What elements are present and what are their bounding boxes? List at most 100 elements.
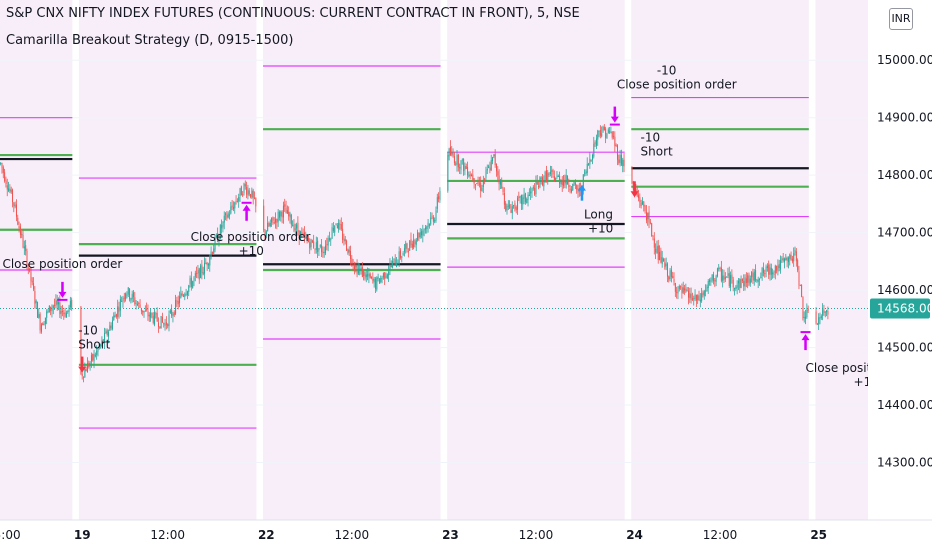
candle-body (752, 273, 754, 281)
candle-body (460, 160, 462, 170)
candle-body (597, 130, 599, 140)
candle-body (331, 227, 333, 239)
candle-body (117, 306, 119, 317)
candle-body (393, 258, 395, 260)
candle-body (307, 238, 309, 242)
candle-body (26, 250, 28, 268)
time-tick-label: 12:00 (150, 528, 185, 542)
candle-body (622, 159, 624, 167)
candle-body (545, 170, 547, 181)
candle-body (485, 170, 487, 178)
candle-body (759, 278, 761, 280)
candle-body (762, 268, 764, 274)
candle-body (602, 126, 604, 132)
candle-body (168, 314, 170, 327)
candle-body (553, 176, 555, 182)
candlesticks[interactable] (0, 124, 829, 383)
candle-body (293, 223, 295, 231)
candle-body (171, 309, 173, 316)
time-tick-label: 12:00 (519, 528, 554, 542)
candle-body (279, 211, 281, 218)
candle-body (18, 226, 20, 229)
candle-body (778, 264, 780, 269)
signal-close-up: Close position order+10 (191, 201, 311, 258)
strategy-title[interactable]: Camarilla Breakout Strategy (D, 0915-150… (6, 33, 294, 48)
candle-body (789, 254, 791, 259)
time-tick-label: 25 (810, 528, 827, 542)
candle-body (540, 177, 542, 179)
candle-body (252, 190, 254, 198)
candle-body (711, 274, 713, 281)
candle-body (244, 184, 246, 187)
candle-body (64, 312, 66, 317)
candle-body (114, 314, 116, 318)
price-axis[interactable]: 15000.00 14900.00 14800.00 14700.00 14600.00… (868, 0, 932, 550)
candle-body (457, 154, 459, 168)
candle-body (398, 251, 400, 264)
candle-body (456, 154, 458, 165)
candle-body (265, 231, 267, 236)
candle-body (528, 194, 530, 197)
candle-body (207, 264, 209, 266)
candle-body (246, 187, 248, 195)
candle-body (761, 267, 763, 276)
candle-body (523, 194, 525, 199)
candle-body (217, 233, 219, 242)
candle-body (555, 178, 557, 182)
candle-body (790, 255, 792, 261)
time-axis[interactable]: 05:00 19 12:00 22 12:00 23 12:00 24 12:00 25 (0, 519, 932, 550)
candle-body (239, 188, 241, 197)
candle-body (192, 281, 194, 288)
candle-body (397, 262, 399, 264)
currency-badge[interactable]: INR (889, 8, 913, 30)
candle-body (499, 180, 501, 185)
candle-body (707, 281, 709, 289)
candle-body (111, 320, 113, 330)
candle-body (509, 204, 511, 209)
signal-arrow-head (577, 184, 586, 191)
candle-body (564, 180, 566, 184)
candle-body (489, 167, 491, 171)
candle-body (80, 306, 82, 374)
candle-body (40, 324, 42, 332)
candle-body (167, 324, 169, 327)
candle-body (414, 241, 416, 244)
candle-body (229, 214, 231, 216)
candle-body (524, 193, 526, 202)
candle-body (661, 257, 663, 265)
candle-body (154, 312, 156, 325)
candle-body (734, 288, 736, 290)
candle-body (300, 231, 302, 240)
candle-body (819, 317, 821, 319)
candle-body (151, 312, 153, 316)
candle-body (695, 294, 697, 301)
candle-body (156, 313, 158, 322)
candle-body (551, 170, 553, 172)
candle-body (685, 288, 687, 292)
candle-body (538, 186, 540, 188)
candle-body (306, 238, 308, 240)
candle-body (83, 376, 85, 378)
candle-body (619, 154, 621, 164)
candle-body (678, 285, 680, 290)
candle-body (221, 224, 223, 229)
candle-body (777, 265, 779, 272)
candle-body (601, 133, 603, 137)
candle-body (641, 201, 643, 205)
candle-body (820, 316, 822, 318)
candle-body (716, 268, 718, 277)
candle-body (15, 204, 17, 217)
candle-body (131, 293, 133, 300)
candle-body (795, 251, 797, 262)
candle-body (576, 185, 578, 190)
candle-body (565, 175, 567, 185)
candle-body (522, 197, 524, 205)
candle-body (530, 191, 532, 194)
candle-body (620, 154, 622, 165)
candle-body (497, 171, 499, 176)
candle-body (37, 302, 39, 318)
candle-body (344, 239, 346, 242)
candle-body (511, 206, 513, 214)
candle-body (651, 223, 653, 236)
